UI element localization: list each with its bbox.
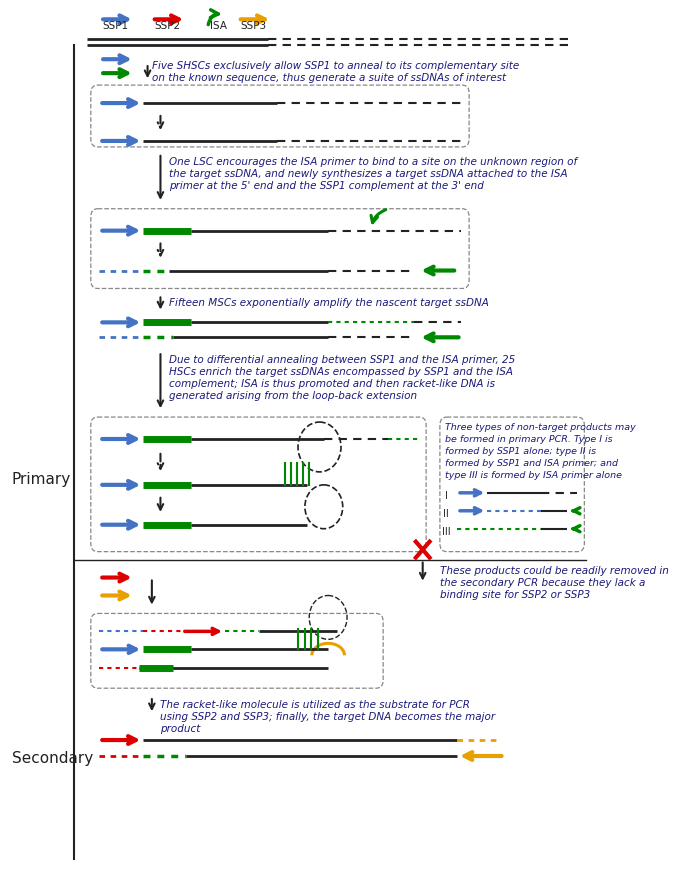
Text: be formed in primary PCR. Type I is: be formed in primary PCR. Type I is: [445, 435, 612, 444]
Text: product: product: [160, 724, 201, 734]
Text: binding site for SSP2 or SSP3: binding site for SSP2 or SSP3: [440, 590, 590, 599]
Text: HSCs enrich the target ssDNAs encompassed by SSP1 and the ISA: HSCs enrich the target ssDNAs encompasse…: [169, 368, 513, 377]
Text: Secondary: Secondary: [12, 752, 93, 766]
Text: SSP1: SSP1: [103, 21, 129, 31]
Text: SSP2: SSP2: [154, 21, 180, 31]
Text: III: III: [442, 527, 450, 536]
Text: using SSP2 and SSP3; finally, the target DNA becomes the major: using SSP2 and SSP3; finally, the target…: [160, 712, 495, 722]
Text: Fifteen MSCs exponentially amplify the nascent target ssDNA: Fifteen MSCs exponentially amplify the n…: [169, 298, 489, 309]
Text: I: I: [445, 491, 448, 500]
Text: on the known sequence, thus generate a suite of ssDNAs of interest: on the known sequence, thus generate a s…: [152, 74, 506, 83]
Text: SSP3: SSP3: [240, 21, 266, 31]
Text: generated arising from the loop-back extension: generated arising from the loop-back ext…: [169, 391, 417, 401]
Text: Primary: Primary: [12, 473, 71, 487]
Text: the target ssDNA, and newly synthesizes a target ssDNA attached to the ISA: the target ssDNA, and newly synthesizes …: [169, 169, 568, 178]
Text: These products could be readily removed in: These products could be readily removed …: [440, 565, 669, 576]
Text: One LSC encourages the ISA primer to bind to a site on the unknown region of: One LSC encourages the ISA primer to bin…: [169, 157, 577, 167]
Text: formed by SSP1 alone; type II is: formed by SSP1 alone; type II is: [445, 447, 596, 456]
Text: type III is formed by ISA primer alone: type III is formed by ISA primer alone: [445, 471, 622, 480]
Text: the secondary PCR because they lack a: the secondary PCR because they lack a: [440, 578, 645, 587]
Text: Three types of non-target products may: Three types of non-target products may: [445, 423, 636, 432]
Text: complement; ISA is thus promoted and then racket-like DNA is: complement; ISA is thus promoted and the…: [169, 379, 495, 389]
Text: formed by SSP1 and ISA primer; and: formed by SSP1 and ISA primer; and: [445, 458, 618, 468]
Text: The racket-like molecule is utilized as the substrate for PCR: The racket-like molecule is utilized as …: [160, 700, 471, 710]
Text: II: II: [443, 508, 449, 519]
Text: Five SHSCs exclusively allow SSP1 to anneal to its complementary site: Five SHSCs exclusively allow SSP1 to ann…: [152, 61, 519, 71]
Text: primer at the 5' end and the SSP1 complement at the 3' end: primer at the 5' end and the SSP1 comple…: [169, 181, 484, 191]
Text: Due to differential annealing between SSP1 and the ISA primer, 25: Due to differential annealing between SS…: [169, 355, 515, 365]
Text: ISA: ISA: [210, 21, 227, 31]
